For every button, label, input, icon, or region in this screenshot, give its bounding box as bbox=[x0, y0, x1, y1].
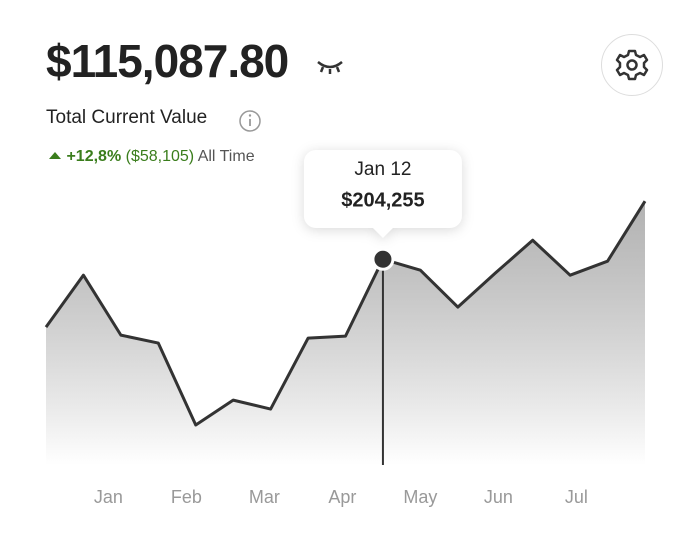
info-icon[interactable] bbox=[238, 109, 262, 133]
settings-button[interactable] bbox=[601, 34, 663, 96]
total-amount: $115,087.80 bbox=[46, 35, 289, 87]
hide-icon[interactable] bbox=[315, 58, 345, 76]
tooltip bbox=[303, 150, 462, 238]
x-tick-label: Mar bbox=[249, 487, 280, 507]
x-tick-label: Jul bbox=[565, 487, 588, 507]
x-tick-label: Feb bbox=[171, 487, 202, 507]
x-tick-label: Jun bbox=[484, 487, 513, 507]
area-fill bbox=[46, 201, 645, 465]
change-row: +12,8% ($58,105) All Time bbox=[48, 148, 255, 166]
x-tick-label: May bbox=[403, 487, 437, 507]
gear-icon bbox=[615, 49, 649, 81]
change-amount: ($58,105) bbox=[125, 148, 195, 165]
x-tick-label: Jan bbox=[94, 487, 123, 507]
highlight-point bbox=[371, 247, 395, 271]
up-arrow bbox=[49, 152, 61, 159]
tooltip-date: Jan 12 bbox=[354, 159, 411, 180]
value-label: Total Current Value bbox=[46, 107, 208, 128]
x-tick-label: Apr bbox=[328, 487, 356, 507]
price-line bbox=[44, 200, 647, 427]
change-period: All Time bbox=[197, 148, 255, 165]
change-percent: +12,8% bbox=[66, 148, 122, 165]
tooltip-box bbox=[303, 150, 462, 238]
tooltip-value: $204,255 bbox=[341, 189, 424, 211]
